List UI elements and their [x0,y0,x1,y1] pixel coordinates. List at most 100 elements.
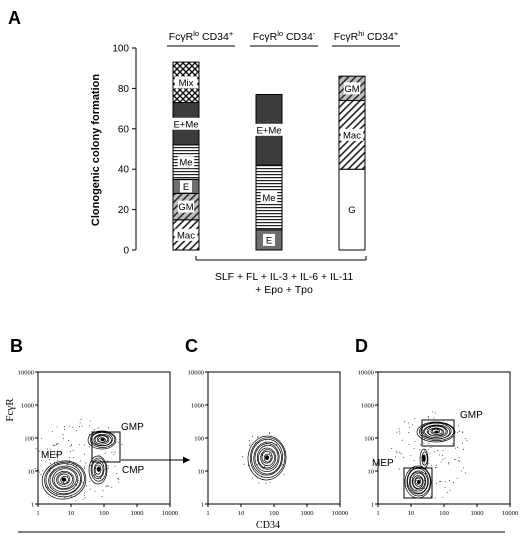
y-tick-label: 1000 [361,403,374,410]
y-tick-label: 60 [118,124,130,135]
event-dot [82,482,84,484]
event-dot [280,461,282,463]
event-dot [399,451,401,453]
event-dot [93,429,95,431]
density-contour [87,430,117,450]
segment-label: E [266,235,272,246]
density-contour [428,427,444,437]
density-contour [53,470,75,490]
flow-x-axis-label: CD34 [256,520,280,531]
event-dot [432,411,434,413]
y-tick-label: 10000 [358,370,374,377]
event-dot [283,474,285,476]
segment-label-bg [171,117,201,130]
event-dot [437,450,439,451]
density-contour [100,438,105,442]
x-tick-label: 1000 [131,510,144,517]
segment-label-bg [343,82,361,95]
event-dot [435,412,437,414]
event-dot [466,440,468,442]
event-dot [57,442,59,444]
event-dot [425,466,427,468]
event-dot [54,452,56,454]
event-dot [270,455,272,457]
event-dot [436,482,438,484]
event-dot [78,444,80,446]
density-contour [261,450,273,464]
event-dot [459,460,461,462]
segment-label: E+Me [173,119,198,130]
event-dot [97,427,99,429]
segment-label: Me [179,158,192,169]
x-tick-label: 10 [238,510,245,517]
density-contour [94,464,102,475]
event-dot [98,454,100,456]
y-tick-label: 80 [118,84,130,95]
segment-label: Mac [177,230,195,241]
event-dot [35,470,37,472]
event-dot [448,461,450,463]
event-dot [84,492,86,494]
panel-a-group-headers: FcγRlo CD34+ FcγRlo CD34- FcγRhi CD34+ [167,29,400,47]
event-dot [398,468,400,470]
event-dot [56,426,58,428]
event-dot [38,450,40,452]
event-dot [415,489,417,491]
x-tick-label: 1000 [301,510,314,517]
event-dot [427,416,429,417]
event-dot [57,459,59,461]
event-dot [243,463,245,465]
event-dot [461,431,463,433]
event-dot [41,437,43,439]
event-dot [84,497,86,499]
event-dot [70,495,72,497]
event-dot [430,496,432,498]
mep-gate-label: MEP [41,450,63,461]
segment-label: Mac [343,130,361,141]
event-dot [107,460,109,462]
event-dot [430,465,432,467]
y-tick-label: 10000 [18,370,34,377]
event-dot [249,440,250,441]
segment-label: Me [262,193,275,204]
density-contour [409,470,429,494]
density-contour [256,444,279,470]
density-contour [44,461,85,498]
event-dot [38,471,40,473]
event-dot [117,477,119,479]
event-dot [85,485,87,487]
panel-a-bars: Mac GM E Me E+Me Mix E Me E+Me G Mac GM [171,61,366,251]
event-dot [89,488,91,490]
event-dot [396,431,398,433]
event-dot [60,451,62,453]
event-dot [276,443,278,445]
event-dot [83,495,85,497]
event-dot [118,478,120,480]
event-dot [66,480,68,482]
event-dot [248,465,250,466]
y-tick-label: 100 [24,436,34,443]
event-dot [440,480,442,482]
event-dot [458,425,460,427]
density-contour [98,437,106,443]
event-dot [89,480,91,482]
event-dot [428,463,430,465]
event-dot [80,419,82,421]
density-contour [247,435,287,481]
event-dot [401,439,403,441]
density-contour [434,430,439,434]
event-dot [436,467,438,469]
event-dot [279,464,281,466]
y-tick-label: 100 [112,44,129,55]
event-dot [81,425,83,427]
event-dot [69,450,71,452]
event-dot [453,482,455,483]
event-dot [444,486,446,488]
event-dot [456,447,458,449]
density-contour [93,462,104,478]
event-dot [428,417,430,419]
event-dot [249,443,251,445]
panel-d-gmp-label: GMP [460,410,483,421]
event-dot [37,449,39,451]
event-dot [89,446,91,448]
